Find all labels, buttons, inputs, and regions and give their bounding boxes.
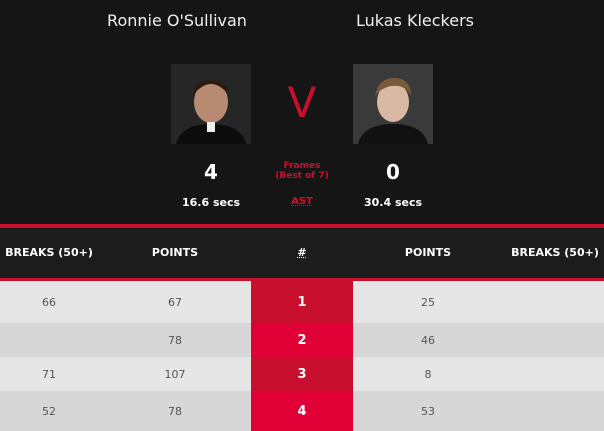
points-left: 107	[164, 367, 186, 381]
player2-frames: 0	[386, 160, 400, 184]
divider	[0, 278, 604, 281]
player2-avg-shot-time: 30.4 secs	[363, 196, 423, 209]
frame-number: 1	[251, 281, 353, 323]
points-right: 53	[421, 404, 435, 418]
points-right: 8	[424, 367, 432, 381]
header-frame-number: #	[297, 246, 307, 259]
frame-number: 3	[251, 357, 353, 391]
header-breaks-left: BREAKS (50+)	[5, 246, 93, 259]
frame-number: 4	[251, 391, 353, 431]
points-right: 46	[421, 333, 435, 347]
points-right: 25	[421, 295, 435, 309]
best-of-label: (Best of 7)	[275, 171, 329, 181]
versus-label: V	[287, 78, 317, 127]
ast-abbreviation[interactable]: AST	[291, 196, 313, 207]
player2-name: Lukas Kleckers	[355, 11, 474, 30]
table-row: 71 107 3 8	[0, 357, 604, 391]
points-left: 67	[168, 295, 182, 309]
player2-photo	[353, 64, 433, 144]
breaks-right	[506, 281, 604, 323]
table-row: 66 67 1 25	[0, 281, 604, 323]
breaks-right	[506, 391, 604, 431]
divider	[0, 224, 604, 228]
header-points-right: POINTS	[404, 246, 452, 259]
player1-photo	[171, 64, 251, 144]
breaks-right	[506, 357, 604, 391]
breaks-left: 66	[42, 295, 56, 309]
header-points-left: POINTS	[151, 246, 199, 259]
player1-frames: 4	[204, 160, 218, 184]
table-row: 52 78 4 53	[0, 391, 604, 431]
frame-number: 2	[251, 323, 353, 357]
breaks-left: 52	[42, 404, 56, 418]
breaks-left: 71	[42, 367, 56, 381]
header-breaks-right: BREAKS (50+)	[511, 246, 599, 259]
player1-avg-shot-time: 16.6 secs	[181, 196, 241, 209]
points-left: 78	[168, 333, 182, 347]
table-row: 78 2 46	[0, 323, 604, 357]
points-left: 78	[168, 404, 182, 418]
table-header	[0, 229, 604, 278]
player1-name: Ronnie O'Sullivan	[107, 11, 247, 30]
breaks-left	[0, 323, 98, 357]
frames-label: Frames	[283, 161, 321, 171]
breaks-right	[506, 323, 604, 357]
